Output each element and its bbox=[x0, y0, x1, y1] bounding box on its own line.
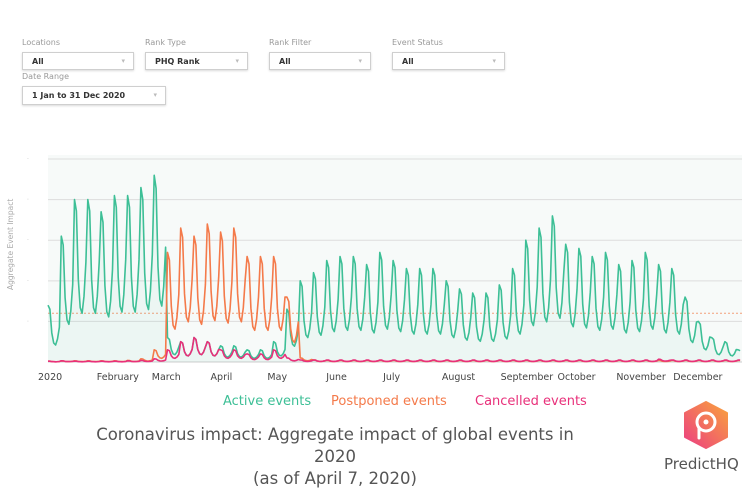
chart-title: Coronavirus impact: Aggregate impact of … bbox=[96, 425, 574, 466]
rank-type-value: PHQ Rank bbox=[155, 57, 200, 66]
chevron-down-icon: ▾ bbox=[235, 57, 239, 65]
x-tick-label: June bbox=[325, 372, 347, 383]
rank-type-select[interactable]: PHQ Rank ▾ bbox=[145, 52, 248, 70]
chevron-down-icon: ▾ bbox=[153, 91, 157, 99]
y-tick-label: · bbox=[27, 156, 29, 163]
y-tick-label: · bbox=[27, 237, 29, 244]
legend-postponed[interactable]: Postponed events bbox=[331, 394, 447, 409]
date-range-value: 1 Jan to 31 Dec 2020 bbox=[32, 91, 126, 100]
chevron-down-icon: ▾ bbox=[358, 57, 362, 65]
x-tick-label: December bbox=[673, 372, 722, 383]
y-tick-label: · bbox=[27, 318, 29, 325]
cancelled-events-line bbox=[48, 336, 741, 363]
x-tick-label: July bbox=[382, 372, 400, 383]
active-events-area bbox=[48, 175, 741, 362]
y-tick-label: · bbox=[27, 197, 29, 204]
brand-name: PredictHQ bbox=[664, 455, 739, 473]
rank-filter-value: All bbox=[279, 57, 291, 66]
locations-label: Locations bbox=[22, 38, 61, 47]
y-tick-label: · bbox=[27, 278, 29, 285]
legend-active[interactable]: Active events bbox=[223, 394, 312, 409]
x-tick-label: May bbox=[267, 372, 287, 383]
locations-select[interactable]: All ▾ bbox=[22, 52, 134, 70]
x-tick-label: September bbox=[501, 372, 554, 383]
x-tick-label: 2020 bbox=[38, 372, 62, 383]
chart-caption: Coronavirus impact: Aggregate impact of … bbox=[80, 424, 590, 490]
chart-subtitle: (as of April 7, 2020) bbox=[253, 469, 417, 488]
predicthq-logo-icon bbox=[684, 401, 728, 449]
x-tick-label: April bbox=[211, 372, 233, 383]
rank-filter-select[interactable]: All ▾ bbox=[269, 52, 371, 70]
rank-type-label: Rank Type bbox=[145, 38, 186, 47]
impact-chart: · · · · · 2020 February March April May June July Au… bbox=[27, 155, 742, 383]
plot-area bbox=[48, 155, 742, 362]
x-tick-label: February bbox=[97, 372, 139, 383]
rank-filter-label: Rank Filter bbox=[269, 38, 312, 47]
legend-cancelled[interactable]: Cancelled events bbox=[475, 394, 587, 409]
event-status-label: Event Status bbox=[392, 38, 443, 47]
chevron-down-icon: ▾ bbox=[492, 57, 496, 65]
event-status-value: All bbox=[402, 57, 414, 66]
x-tick-label: October bbox=[558, 372, 596, 383]
date-range-label: Date Range bbox=[22, 72, 70, 81]
locations-value: All bbox=[32, 57, 44, 66]
x-tick-label: November bbox=[616, 372, 666, 383]
x-tick-label: August bbox=[442, 372, 476, 383]
chevron-down-icon: ▾ bbox=[121, 57, 125, 65]
date-range-select[interactable]: 1 Jan to 31 Dec 2020 ▾ bbox=[22, 86, 166, 105]
active-events-line bbox=[47, 174, 741, 360]
event-status-select[interactable]: All ▾ bbox=[392, 52, 505, 70]
x-tick-label: March bbox=[152, 372, 181, 383]
